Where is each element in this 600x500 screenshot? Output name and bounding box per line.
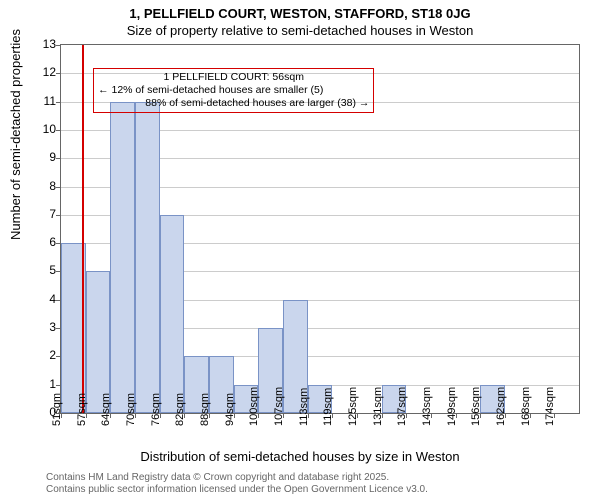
y-tick-mark [56,158,61,159]
x-axis-label: Distribution of semi-detached houses by … [0,449,600,464]
y-tick-label: 9 [32,150,56,164]
y-tick-mark [56,187,61,188]
histogram-bar [160,215,185,413]
chart-subtitle: Size of property relative to semi-detach… [0,23,600,38]
annotation-line: 88% of semi-detached houses are larger (… [98,97,369,110]
y-tick-label: 7 [32,207,56,221]
histogram-bar [135,102,160,413]
annotation-line: ← 12% of semi-detached houses are smalle… [98,84,369,97]
y-tick-label: 12 [32,65,56,79]
chart-footnote: Contains HM Land Registry data © Crown c… [46,472,428,496]
annotation-box: 1 PELLFIELD COURT: 56sqm← 12% of semi-de… [93,68,374,113]
y-tick-label: 8 [32,179,56,193]
y-tick-label: 5 [32,263,56,277]
reference-line [82,45,84,413]
footnote-line: Contains HM Land Registry data © Crown c… [46,472,428,484]
y-tick-label: 3 [32,320,56,334]
y-tick-label: 6 [32,235,56,249]
annotation-line: 1 PELLFIELD COURT: 56sqm [98,71,369,84]
histogram-bar [110,102,135,413]
y-tick-label: 13 [32,37,56,51]
y-tick-label: 1 [32,377,56,391]
histogram-bar [86,271,111,413]
footnote-line: Contains public sector information licen… [46,484,428,496]
y-axis-label: Number of semi-detached properties [8,29,23,240]
y-tick-mark [56,102,61,103]
y-tick-mark [56,45,61,46]
chart-title: 1, PELLFIELD COURT, WESTON, STAFFORD, ST… [0,6,600,21]
y-tick-label: 11 [32,94,56,108]
y-tick-label: 10 [32,122,56,136]
y-tick-mark [56,215,61,216]
plot-area: 1 PELLFIELD COURT: 56sqm← 12% of semi-de… [60,44,580,414]
y-tick-mark [56,73,61,74]
y-tick-label: 2 [32,348,56,362]
y-tick-mark [56,130,61,131]
y-tick-label: 4 [32,292,56,306]
